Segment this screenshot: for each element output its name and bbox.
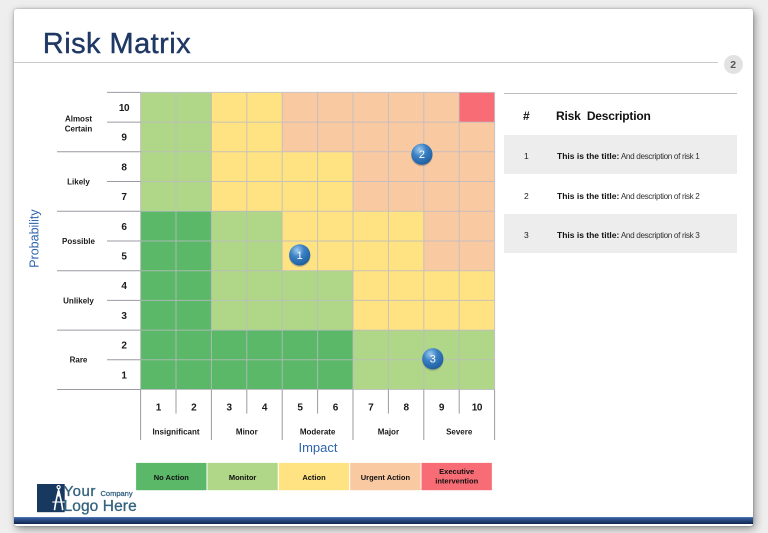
svg-text:8: 8 [121,162,127,173]
svg-text:Major: Major [378,427,399,436]
svg-text:Severe: Severe [446,427,473,436]
svg-text:2: 2 [419,149,425,161]
svg-text:10: 10 [472,403,483,414]
svg-text:Unlikely: Unlikely [63,296,94,305]
svg-text:1: 1 [121,370,127,381]
svg-text:3: 3 [227,403,233,414]
svg-text:Insignificant: Insignificant [152,427,199,436]
svg-text:5: 5 [297,403,303,414]
svg-text:Impact: Impact [298,440,337,455]
svg-text:6: 6 [121,222,127,233]
svg-text:Monitor: Monitor [229,473,257,482]
svg-text:10: 10 [119,103,130,114]
svg-text:6: 6 [333,403,339,414]
svg-text:Probability: Probability [28,209,42,268]
svg-text:No Action: No Action [154,473,190,482]
svg-text:Almost: Almost [65,115,92,124]
svg-text:Possible: Possible [62,237,95,246]
svg-text:1: 1 [297,250,303,262]
svg-text:intervention: intervention [435,476,478,485]
svg-text:9: 9 [439,403,445,414]
svg-text:7: 7 [368,403,374,414]
svg-text:2: 2 [121,341,127,352]
svg-text:Minor: Minor [236,427,258,436]
svg-text:3: 3 [430,354,436,366]
svg-text:3: 3 [121,311,127,322]
svg-text:2: 2 [191,403,197,414]
svg-text:Action: Action [302,473,326,482]
svg-text:9: 9 [121,133,127,144]
svg-text:Executive: Executive [439,467,474,476]
svg-text:1: 1 [156,403,162,414]
svg-text:4: 4 [121,281,127,292]
svg-text:Rare: Rare [70,356,88,365]
svg-text:8: 8 [404,403,410,414]
svg-text:Urgent Action: Urgent Action [361,473,411,482]
svg-text:4: 4 [262,403,268,414]
svg-text:7: 7 [121,192,127,203]
svg-text:5: 5 [121,252,127,263]
svg-text:Certain: Certain [65,125,93,134]
svg-text:Moderate: Moderate [300,427,336,436]
svg-text:Likely: Likely [67,178,90,187]
